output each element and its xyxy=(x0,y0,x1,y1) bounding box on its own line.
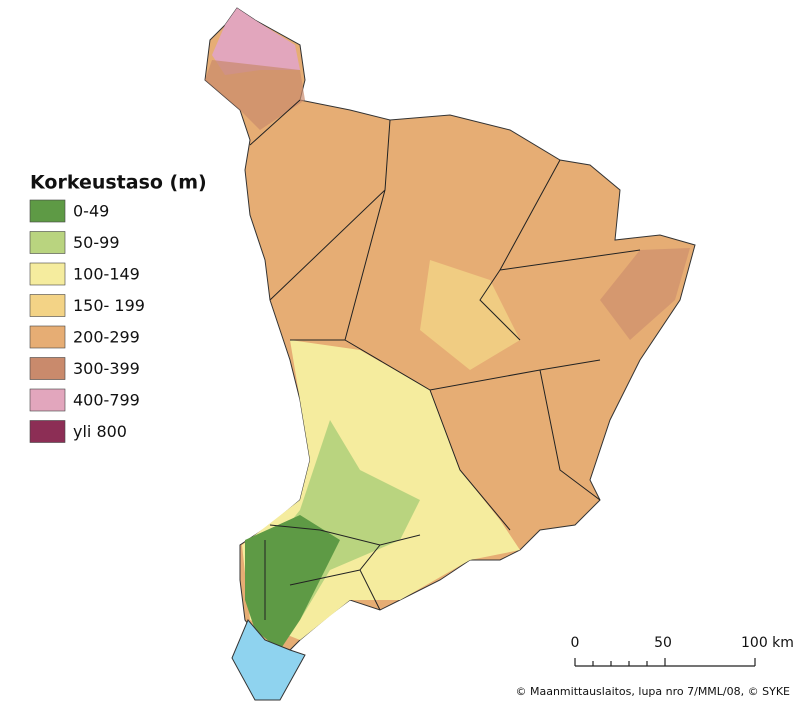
lowland-area xyxy=(420,260,520,370)
legend-swatch xyxy=(29,294,66,317)
legend-label: 100-149 xyxy=(73,265,140,284)
legend-label: 300-399 xyxy=(73,359,140,378)
scale-label: 50 xyxy=(654,635,672,651)
scale-label: 100 km xyxy=(741,635,794,651)
highland-area xyxy=(205,60,305,130)
legend-label: 150- 199 xyxy=(73,296,145,315)
municipal-border xyxy=(249,99,641,620)
legend-label: 0-49 xyxy=(73,202,109,221)
scale-label: 0 xyxy=(571,635,580,651)
scale-bar: 0 50 100 km xyxy=(571,635,794,667)
legend: Korkeustaso (m) 0-49 50-99 100-149 150- 199… xyxy=(29,172,207,443)
lowland-area xyxy=(245,515,340,650)
legend-swatch xyxy=(29,388,66,412)
map xyxy=(204,7,696,701)
legend-swatch xyxy=(29,199,66,223)
legend-label: 50-99 xyxy=(73,233,120,252)
legend-label: 400-799 xyxy=(73,391,140,410)
scale-line xyxy=(574,658,756,667)
legend-swatch xyxy=(29,262,66,286)
legend-swatch xyxy=(29,231,66,254)
legend-label: 200-299 xyxy=(73,328,140,347)
legend-swatch xyxy=(29,325,66,349)
credit: © Maanmittauslaitos, lupa nro 7/MML/08, … xyxy=(515,685,790,698)
sea-area xyxy=(231,619,306,701)
highland-area xyxy=(600,248,690,340)
legend-title: Korkeustaso (m) xyxy=(30,172,207,194)
legend-label: yli 800 xyxy=(73,422,127,441)
highland-area xyxy=(212,8,300,75)
legend-swatch xyxy=(29,420,66,443)
legend-swatch xyxy=(29,357,66,380)
